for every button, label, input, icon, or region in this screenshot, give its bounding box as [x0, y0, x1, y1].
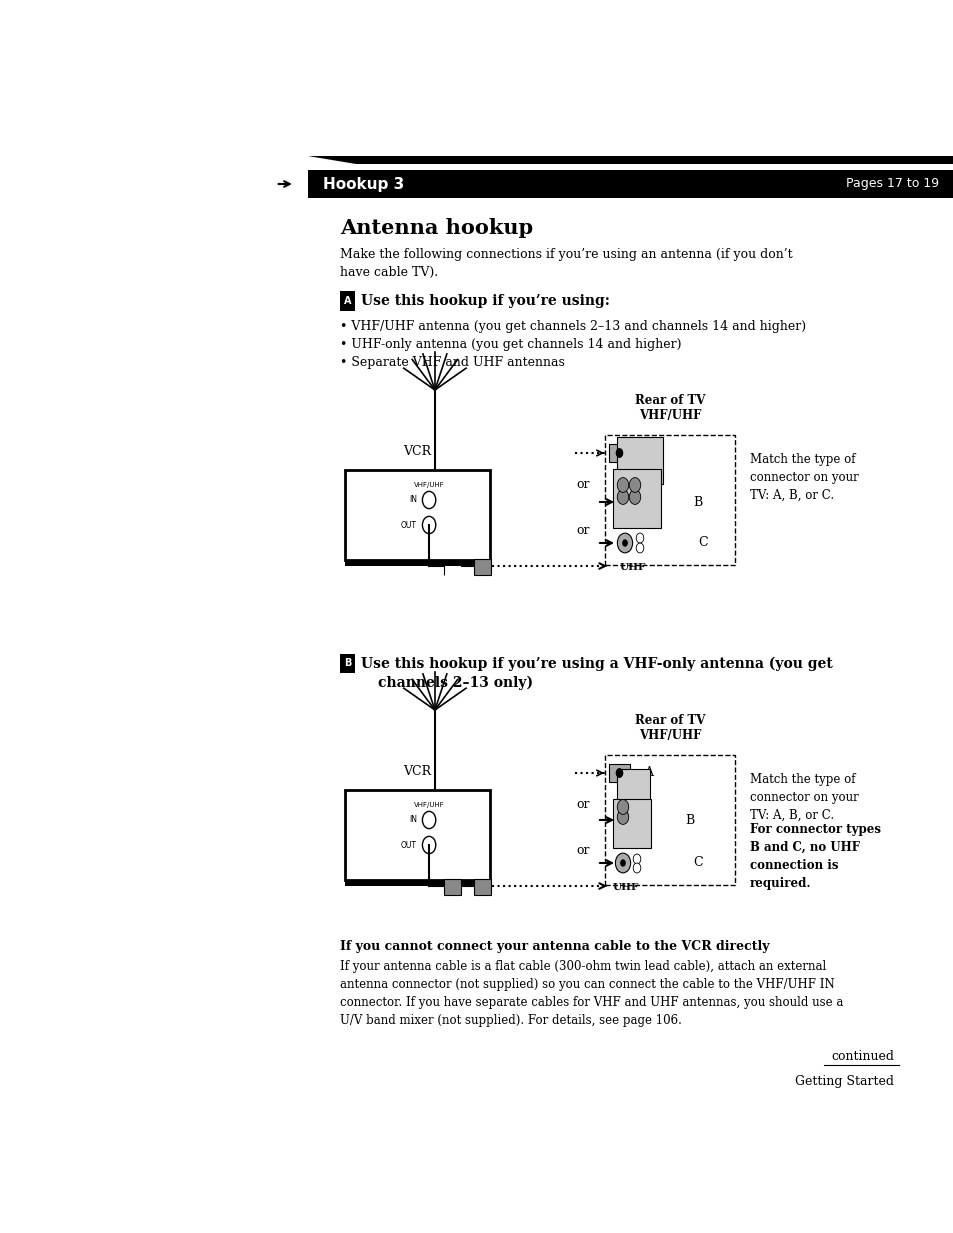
- Text: OUT: OUT: [400, 841, 416, 850]
- Text: VHF/UHF: VHF/UHF: [639, 409, 700, 422]
- Text: B: B: [344, 658, 351, 668]
- Text: UHF: UHF: [619, 835, 646, 845]
- Bar: [345, 560, 490, 566]
- Text: A: A: [343, 296, 351, 306]
- Bar: [608, 444, 629, 461]
- Text: Use this hookup if you’re using a VHF-only antenna (you get: Use this hookup if you’re using a VHF-on…: [360, 656, 832, 671]
- Text: Make the following connections if you’re using an antenna (if you don’t
have cab: Make the following connections if you’re…: [339, 248, 792, 279]
- Bar: [617, 769, 650, 806]
- Text: Hookup 3: Hookup 3: [323, 176, 404, 191]
- Bar: [617, 438, 662, 485]
- Text: A: A: [643, 767, 652, 779]
- Circle shape: [636, 533, 643, 543]
- Text: A: A: [643, 446, 652, 460]
- Text: OUT: OUT: [400, 520, 416, 529]
- Circle shape: [636, 543, 643, 552]
- Bar: [474, 879, 491, 895]
- Text: channels 2–13 only): channels 2–13 only): [377, 676, 533, 690]
- Circle shape: [617, 477, 628, 492]
- Text: • VHF/UHF antenna (you get channels 2–13 and channels 14 and higher): • VHF/UHF antenna (you get channels 2–13…: [339, 321, 805, 333]
- Text: Getting Started: Getting Started: [794, 1075, 893, 1088]
- Text: VHF: VHF: [619, 522, 644, 531]
- Bar: [613, 469, 660, 528]
- Circle shape: [621, 539, 627, 546]
- Bar: [474, 559, 491, 575]
- Text: UHF: UHF: [629, 520, 656, 529]
- Text: Rear of TV: Rear of TV: [634, 714, 704, 727]
- Text: For connector types
B and C, no UHF
connection is
required.: For connector types B and C, no UHF conn…: [749, 822, 880, 890]
- Text: VCR: VCR: [403, 764, 431, 778]
- Bar: [339, 291, 355, 311]
- Circle shape: [617, 810, 628, 825]
- Circle shape: [617, 533, 632, 552]
- Text: If your antenna cable is a flat cable (300-ohm twin lead cable), attach an exter: If your antenna cable is a flat cable (3…: [339, 961, 842, 1027]
- Circle shape: [629, 490, 640, 504]
- Text: UHF: UHF: [613, 883, 639, 891]
- Text: B: B: [685, 814, 694, 826]
- Text: or: or: [576, 524, 589, 536]
- Circle shape: [615, 853, 630, 873]
- Bar: [608, 764, 629, 782]
- Text: VHF: VHF: [629, 478, 655, 487]
- Text: Antenna hookup: Antenna hookup: [339, 218, 533, 238]
- Bar: [345, 470, 490, 560]
- Text: or: or: [576, 478, 589, 492]
- Text: UHF: UHF: [619, 563, 646, 572]
- Circle shape: [617, 490, 628, 504]
- Bar: [345, 880, 490, 887]
- Text: Rear of TV: Rear of TV: [634, 395, 704, 407]
- Bar: [604, 755, 734, 885]
- Circle shape: [619, 859, 625, 867]
- Bar: [339, 653, 355, 673]
- Text: B: B: [693, 496, 702, 508]
- Text: If you cannot connect your antenna cable to the VCR directly: If you cannot connect your antenna cable…: [339, 940, 769, 953]
- Text: VHF/UHF: VHF/UHF: [414, 801, 444, 808]
- Circle shape: [617, 800, 628, 815]
- Text: C: C: [698, 536, 707, 550]
- Text: • UHF-only antenna (you get channels 14 and higher): • UHF-only antenna (you get channels 14 …: [339, 338, 680, 351]
- Circle shape: [615, 448, 622, 457]
- Text: Pages 17 to 19: Pages 17 to 19: [845, 178, 938, 191]
- Text: Match the type of
connector on your
TV: A, B, or C.: Match the type of connector on your TV: …: [749, 453, 858, 502]
- Bar: [613, 799, 651, 848]
- Text: or: or: [576, 843, 589, 857]
- Polygon shape: [308, 157, 953, 164]
- Text: or: or: [576, 799, 589, 811]
- Text: VHF/UHF: VHF/UHF: [414, 482, 444, 488]
- Circle shape: [629, 477, 640, 492]
- Text: C: C: [693, 857, 702, 869]
- Text: Match the type of
connector on your
TV: A, B, or C.: Match the type of connector on your TV: …: [749, 773, 858, 822]
- Text: continued: continued: [830, 1051, 893, 1063]
- Text: • Separate VHF and UHF antennas: • Separate VHF and UHF antennas: [339, 356, 564, 369]
- Bar: [308, 170, 953, 199]
- Text: VHF/UHF: VHF/UHF: [639, 729, 700, 742]
- Circle shape: [615, 768, 622, 778]
- Text: VHF: VHF: [613, 842, 638, 851]
- Circle shape: [633, 863, 640, 873]
- Text: VHF: VHF: [619, 798, 644, 808]
- Bar: [345, 790, 490, 880]
- Bar: [444, 879, 461, 895]
- Text: IN: IN: [409, 496, 416, 504]
- Circle shape: [633, 854, 640, 864]
- Text: Use this hookup if you’re using:: Use this hookup if you’re using:: [360, 295, 609, 308]
- Bar: [604, 435, 734, 565]
- Text: VCR: VCR: [403, 445, 431, 457]
- Text: IN: IN: [409, 815, 416, 825]
